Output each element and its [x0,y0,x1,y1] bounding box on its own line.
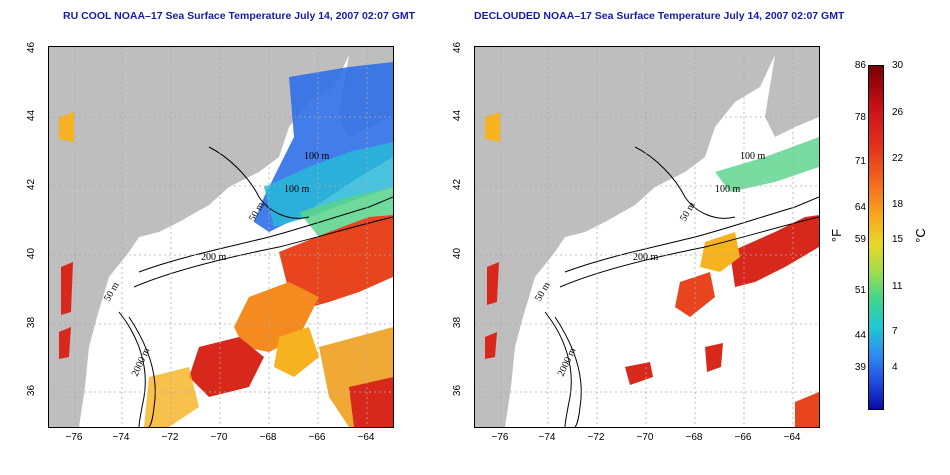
colorbar-f-tick: 44 [854,330,866,341]
x-tick: −68 [259,432,277,443]
left-map-title: RU COOL NOAA–17 Sea Surface Temperature … [63,10,416,22]
colorbar-c-tick: 22 [892,153,904,164]
y-tick: 40 [452,247,464,260]
colorbar-c-tick: 7 [892,326,898,337]
x-tick: −68 [685,432,703,443]
y-tick: 44 [26,109,38,122]
colorbar-c-tick: 4 [892,362,898,373]
colorbar-f-tick: 64 [854,202,866,213]
x-tick: −66 [308,432,326,443]
contour-label: 100 m [304,151,330,162]
right-map-graphic: 100 m 100 m 50 m 200 m 50 m 2000 m [475,47,819,427]
x-tick: −72 [161,432,179,443]
x-tick: −64 [357,432,375,443]
colorbar-c-tick: 26 [892,107,904,118]
x-tick: −66 [734,432,752,443]
x-tick: −76 [491,432,509,443]
colorbar-f-tick: 51 [854,285,866,296]
warm-water-patch [730,215,819,287]
unit-fahrenheit-label: °F [829,228,845,243]
y-tick: 42 [26,178,38,191]
colorbar-f-tick: 71 [854,156,866,167]
contour-label: 2000 m [130,346,153,378]
colorbar-f-tick: 86 [854,60,866,71]
y-tick: 46 [452,41,464,54]
contour-label: 200 m [201,252,227,263]
x-tick: −74 [112,432,130,443]
y-tick: 46 [26,41,38,54]
contour-label: 2000 m [556,346,579,378]
colorbar-c-tick: 18 [892,199,904,210]
x-tick: −74 [538,432,556,443]
contour-label: 100 m [715,184,741,195]
land [475,47,819,427]
colorbar-c-tick: 30 [892,60,904,71]
left-sst-map: 100 m 100 m 50 m 200 m 50 m 2000 m [48,46,394,428]
lat-lon-grid [49,47,393,427]
contour-label: 100 m [284,184,310,195]
contour-label: 50 m [533,280,553,303]
colorbar-f-tick: 59 [854,234,866,245]
y-tick: 40 [26,247,38,260]
colorbar-c-tick: 11 [892,281,903,292]
unit-celsius-label: °C [912,228,928,243]
x-tick: −76 [65,432,83,443]
nova-scotia [765,47,819,137]
contour-label: 200 m [633,252,659,263]
right-sst-map: 100 m 100 m 50 m 200 m 50 m 2000 m [474,46,820,428]
y-tick: 38 [452,316,464,329]
contour-label: 100 m [740,151,766,162]
x-tick: −70 [210,432,228,443]
x-tick: −72 [587,432,605,443]
right-map-title: DECLOUDED NOAA–17 Sea Surface Temperatur… [474,10,845,22]
colorbar-f-tick: 39 [854,362,866,373]
y-tick: 36 [26,384,38,397]
temperature-colorbar [868,65,884,410]
y-tick: 42 [452,178,464,191]
x-tick: −70 [636,432,654,443]
left-map-graphic: 100 m 100 m 50 m 200 m 50 m 2000 m [49,47,393,427]
y-tick: 44 [452,109,464,122]
y-tick: 38 [26,316,38,329]
warm-water-patch [279,215,393,309]
x-tick: −64 [783,432,801,443]
lat-lon-grid [475,47,819,427]
land [49,47,393,427]
colorbar-f-tick: 78 [854,112,866,123]
y-tick: 36 [452,384,464,397]
colorbar-c-tick: 15 [892,234,904,245]
